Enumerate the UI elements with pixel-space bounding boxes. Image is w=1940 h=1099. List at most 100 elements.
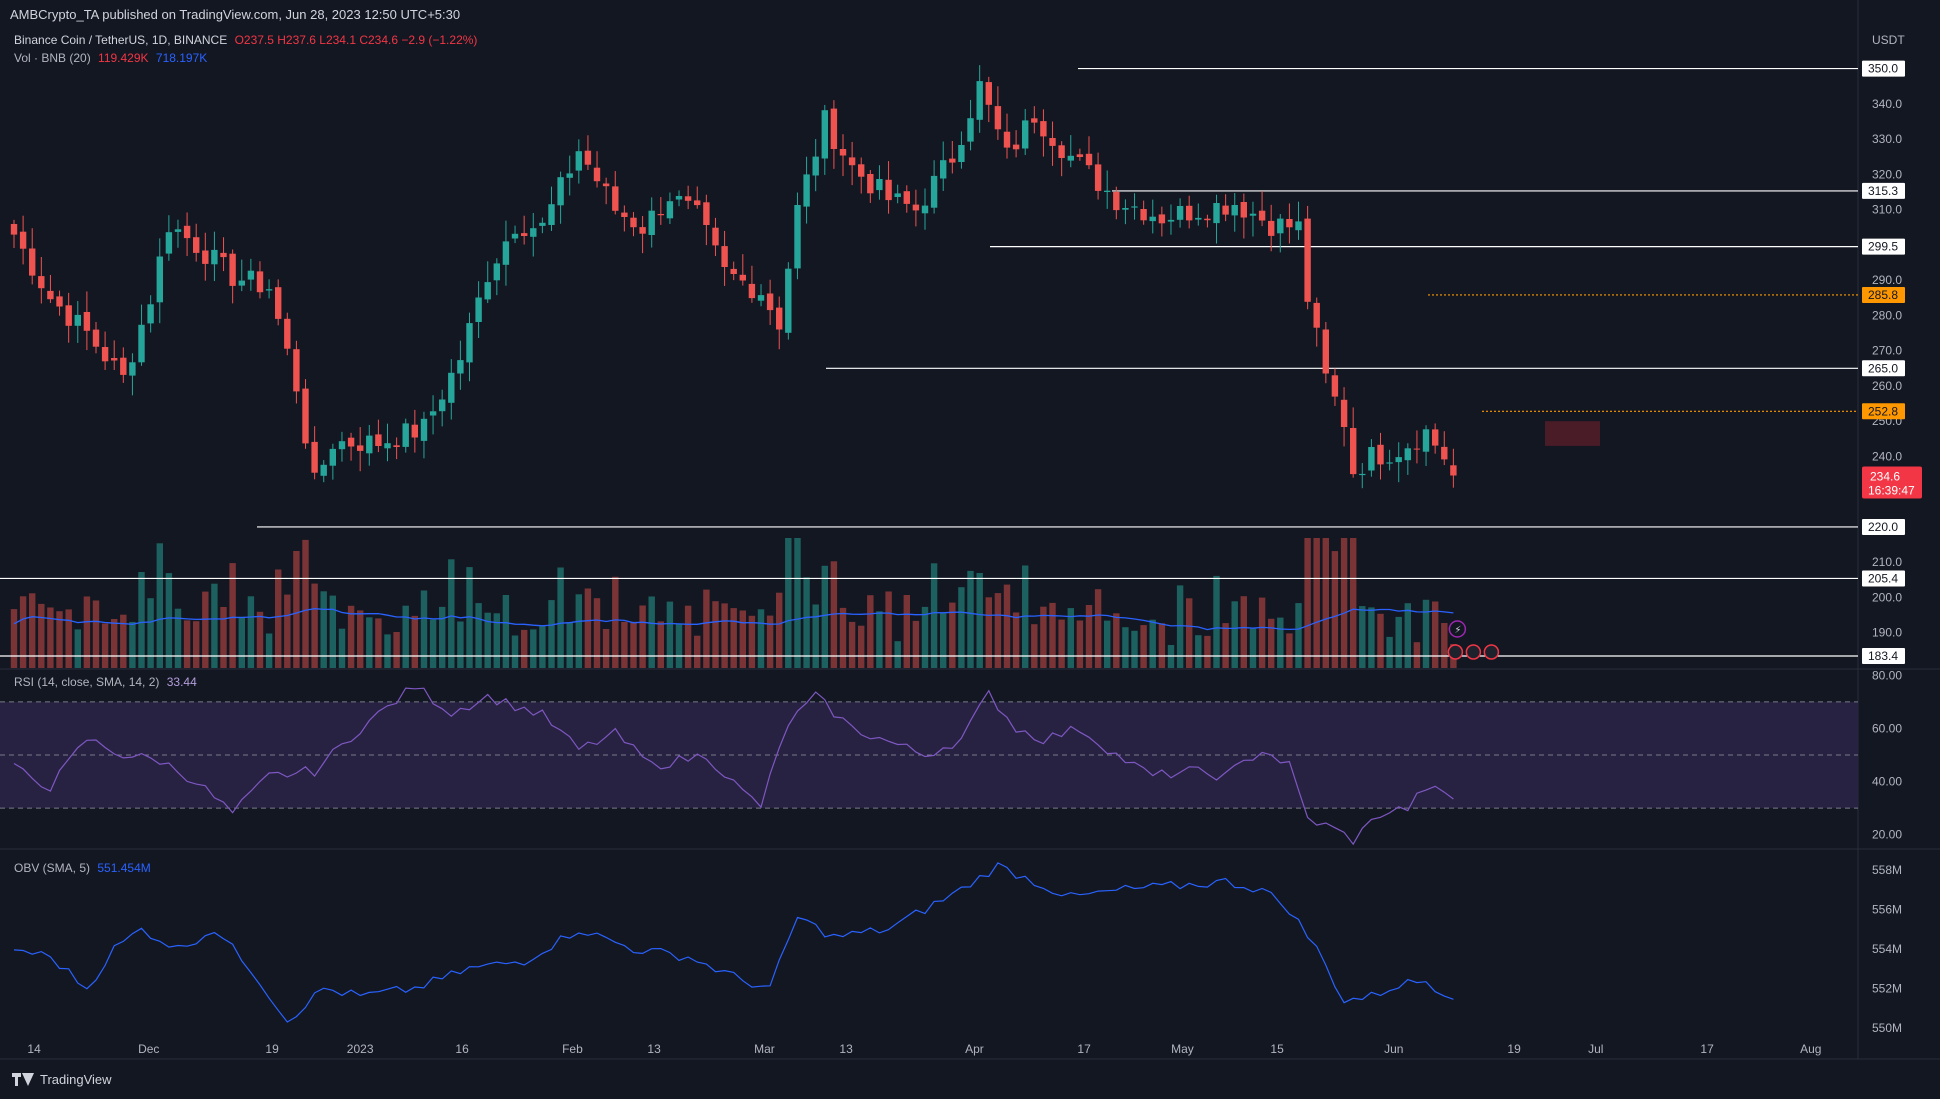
candle-body <box>120 357 127 375</box>
volume-bar <box>302 539 309 668</box>
volume-bar <box>712 601 719 668</box>
candle-body <box>1058 145 1065 158</box>
candle-body <box>602 183 610 187</box>
volume-bar <box>867 595 874 668</box>
volume-bar <box>1176 585 1184 668</box>
volume-bar <box>1368 607 1375 668</box>
level-label-265.0: 265.0 <box>1868 361 1898 375</box>
volume-bar <box>657 621 664 668</box>
ohlc-values: O237.5 H237.6 L234.1 C234.6 −2.9 (−1.22%… <box>234 33 478 47</box>
candle-body <box>1277 218 1284 234</box>
candle-body <box>238 280 245 286</box>
volume-bar <box>56 611 63 668</box>
volume-bar <box>1231 601 1238 668</box>
volume-bar <box>1204 635 1211 668</box>
volume-bar <box>858 625 865 668</box>
supply-zone-box[interactable] <box>1545 421 1600 446</box>
time-tick-label: 17 <box>1700 1042 1714 1056</box>
candle-body <box>1231 205 1238 216</box>
volume-bar <box>921 606 929 668</box>
candle-body <box>630 217 637 228</box>
candle-body <box>921 205 929 214</box>
volume-bar <box>393 632 400 668</box>
volume-bar <box>111 619 118 668</box>
candle-body <box>803 174 810 207</box>
price-tick-label: 340.0 <box>1872 97 1902 111</box>
level-label-box <box>1862 238 1905 255</box>
candle-body <box>1167 219 1175 222</box>
candle-body <box>247 270 255 280</box>
event-flag-icon[interactable] <box>1483 644 1500 660</box>
volume-bar <box>630 621 637 668</box>
candle-body <box>1022 120 1029 149</box>
candle-body <box>657 214 664 216</box>
lightning-icon[interactable] <box>1448 620 1467 638</box>
volume-bar <box>1249 628 1257 668</box>
candle-body <box>311 441 318 473</box>
candle-body <box>411 424 418 438</box>
volume-bar <box>1322 538 1329 668</box>
candle-body <box>493 263 500 281</box>
volume-bar <box>156 543 163 668</box>
level-label-299.5: 299.5 <box>1868 240 1898 254</box>
level-label-box <box>1862 60 1905 77</box>
volume-ma-line <box>13 608 1454 631</box>
level-label-box <box>1862 518 1905 535</box>
candle-body <box>1432 429 1439 446</box>
volume-bar <box>1441 623 1448 668</box>
volume-bar <box>694 635 701 668</box>
candle-body <box>1386 462 1393 464</box>
candle-body <box>994 106 1002 130</box>
volume-legend[interactable]: Vol · BNB (20) 119.429K 718.197K <box>14 51 211 65</box>
symbol-title[interactable]: Binance Coin / TetherUS, 1D, BINANCE <box>14 33 228 47</box>
candle-body <box>930 175 938 208</box>
candle-body <box>967 118 974 142</box>
candle-body <box>302 388 309 444</box>
time-tick-label: Jul <box>1588 1042 1603 1056</box>
volume-bar <box>1386 636 1393 668</box>
rsi-tick-label: 40.00 <box>1872 775 1902 789</box>
candle-body <box>74 314 81 326</box>
volume-bar <box>1258 597 1266 668</box>
candle-body <box>1104 190 1111 192</box>
candle-body <box>338 441 346 450</box>
volume-bar <box>557 567 564 668</box>
candle-body <box>1186 205 1193 221</box>
symbol-legend[interactable]: Binance Coin / TetherUS, 1D, BINANCE O23… <box>14 33 481 47</box>
candle-body <box>839 149 847 156</box>
candle-body <box>848 157 856 166</box>
candle-body <box>1195 217 1202 220</box>
volume-bar <box>247 596 255 668</box>
candles <box>10 65 1457 489</box>
volume-bar <box>202 591 209 668</box>
volume-bar <box>129 621 136 668</box>
candle-body <box>1395 457 1402 463</box>
event-flag-icon[interactable] <box>1465 644 1482 660</box>
candle-body <box>284 318 291 349</box>
volume-bar <box>502 595 510 668</box>
rsi-legend[interactable]: RSI (14, close, SMA, 14, 2) 33.44 <box>14 675 201 689</box>
candle-body <box>502 241 510 265</box>
volume-bar <box>1432 601 1439 668</box>
volume-bar <box>1149 619 1156 668</box>
candle-body <box>1076 154 1084 157</box>
volume-bar <box>1422 599 1430 668</box>
time-tick-label: May <box>1171 1042 1194 1056</box>
candle-body <box>156 256 163 303</box>
level-label-350.0: 350.0 <box>1868 62 1898 76</box>
tradingview-brand[interactable]: TradingView <box>12 1072 112 1087</box>
volume-bar <box>1113 613 1120 668</box>
candle-body <box>1204 218 1211 221</box>
volume-bar <box>1158 623 1166 668</box>
currency-label: USDT <box>1872 33 1905 47</box>
volume-bar <box>1012 612 1020 668</box>
volume-bar <box>19 596 27 668</box>
price-tick-label: 290.0 <box>1872 273 1902 287</box>
volume-bar <box>885 591 892 668</box>
obv-legend[interactable]: OBV (SMA, 5) 551.454M <box>14 861 155 875</box>
obv-line <box>13 862 1454 1023</box>
event-flag-icon[interactable] <box>1447 644 1464 660</box>
volume-bar <box>484 612 491 668</box>
price-tick-label: 280.0 <box>1872 308 1902 322</box>
